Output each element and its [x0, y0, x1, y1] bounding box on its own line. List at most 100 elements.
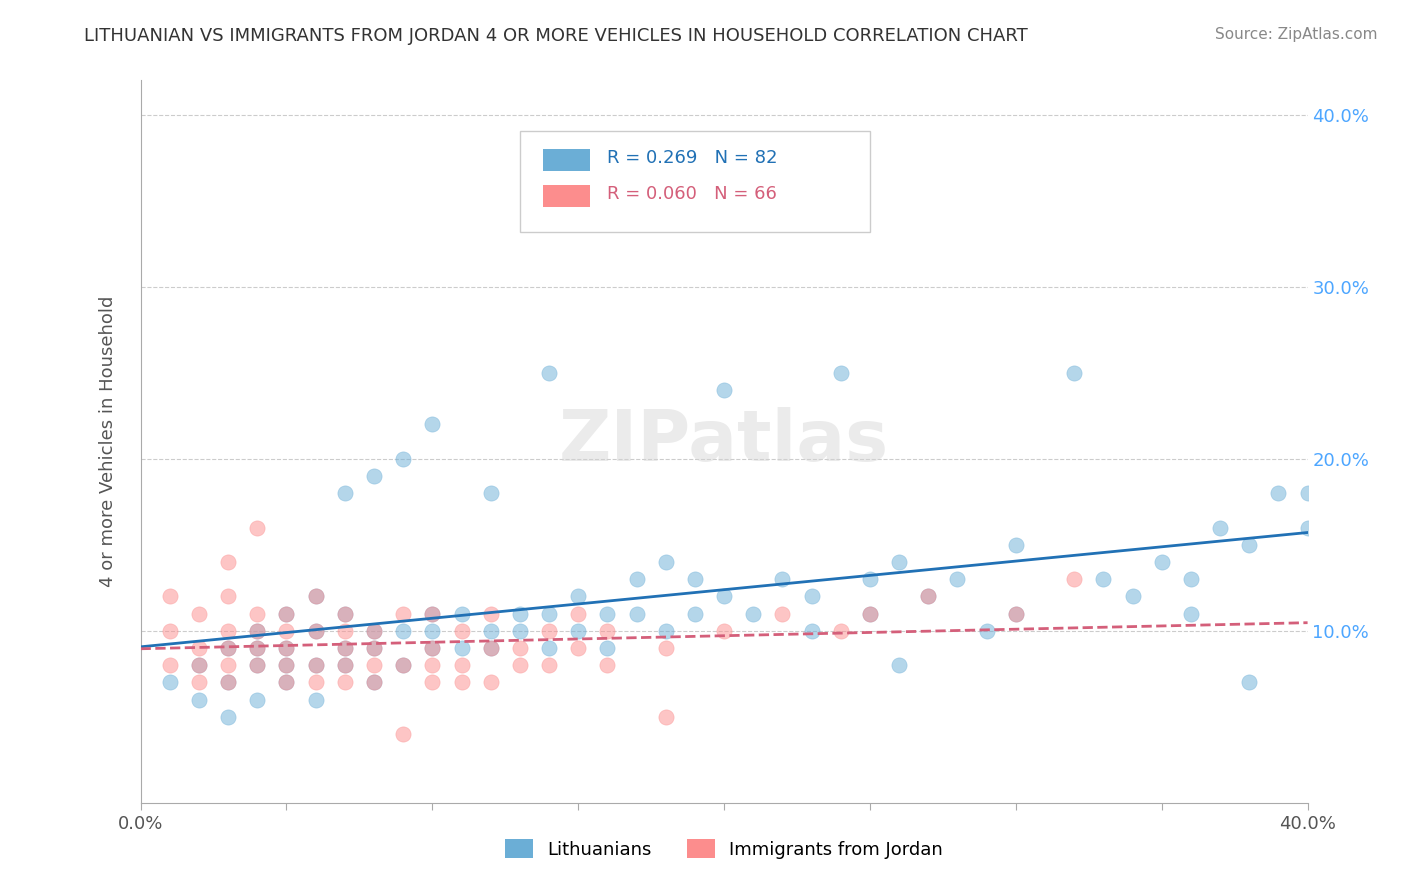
- Lithuanians: [276, 658, 298, 673]
- Text: R = 0.269   N = 82: R = 0.269 N = 82: [607, 149, 778, 168]
- Lithuanians: [333, 658, 356, 673]
- Immigrants from Jordan: [655, 710, 678, 724]
- Lithuanians: [305, 624, 328, 638]
- Lithuanians: [859, 572, 882, 586]
- FancyBboxPatch shape: [543, 185, 591, 207]
- Lithuanians: [1005, 538, 1028, 552]
- Immigrants from Jordan: [422, 658, 444, 673]
- Lithuanians: [305, 692, 328, 706]
- Lithuanians: [946, 572, 969, 586]
- Lithuanians: [800, 624, 823, 638]
- Immigrants from Jordan: [276, 675, 298, 690]
- Immigrants from Jordan: [479, 607, 502, 621]
- Lithuanians: [1005, 607, 1028, 621]
- Lithuanians: [450, 607, 472, 621]
- Immigrants from Jordan: [450, 658, 472, 673]
- Immigrants from Jordan: [363, 640, 385, 655]
- Immigrants from Jordan: [363, 675, 385, 690]
- Lithuanians: [742, 607, 765, 621]
- Lithuanians: [596, 607, 619, 621]
- Lithuanians: [363, 675, 385, 690]
- Text: R = 0.060   N = 66: R = 0.060 N = 66: [607, 186, 778, 203]
- Lithuanians: [363, 624, 385, 638]
- Lithuanians: [246, 640, 269, 655]
- Lithuanians: [772, 572, 794, 586]
- Lithuanians: [217, 710, 239, 724]
- Lithuanians: [683, 572, 706, 586]
- Immigrants from Jordan: [859, 607, 882, 621]
- Lithuanians: [246, 624, 269, 638]
- Lithuanians: [276, 607, 298, 621]
- Immigrants from Jordan: [509, 658, 531, 673]
- Lithuanians: [422, 417, 444, 432]
- Immigrants from Jordan: [596, 624, 619, 638]
- Lithuanians: [509, 624, 531, 638]
- Immigrants from Jordan: [655, 640, 678, 655]
- Lithuanians: [422, 607, 444, 621]
- Lithuanians: [1150, 555, 1173, 569]
- FancyBboxPatch shape: [520, 131, 870, 232]
- Lithuanians: [626, 572, 648, 586]
- Immigrants from Jordan: [479, 675, 502, 690]
- Immigrants from Jordan: [188, 658, 211, 673]
- Immigrants from Jordan: [363, 624, 385, 638]
- Lithuanians: [217, 675, 239, 690]
- Immigrants from Jordan: [276, 640, 298, 655]
- Immigrants from Jordan: [246, 520, 269, 534]
- Lithuanians: [305, 590, 328, 604]
- Lithuanians: [188, 658, 211, 673]
- Lithuanians: [538, 366, 561, 380]
- Immigrants from Jordan: [917, 590, 939, 604]
- Immigrants from Jordan: [246, 624, 269, 638]
- Text: LITHUANIAN VS IMMIGRANTS FROM JORDAN 4 OR MORE VEHICLES IN HOUSEHOLD CORRELATION: LITHUANIAN VS IMMIGRANTS FROM JORDAN 4 O…: [84, 27, 1028, 45]
- Immigrants from Jordan: [159, 590, 181, 604]
- Lithuanians: [917, 590, 939, 604]
- Immigrants from Jordan: [1063, 572, 1085, 586]
- Immigrants from Jordan: [479, 640, 502, 655]
- Immigrants from Jordan: [276, 607, 298, 621]
- Lithuanians: [1092, 572, 1115, 586]
- Legend: Lithuanians, Immigrants from Jordan: Lithuanians, Immigrants from Jordan: [498, 832, 950, 866]
- Y-axis label: 4 or more Vehicles in Household: 4 or more Vehicles in Household: [98, 296, 117, 587]
- Lithuanians: [567, 624, 589, 638]
- Immigrants from Jordan: [217, 590, 239, 604]
- Lithuanians: [392, 624, 415, 638]
- Immigrants from Jordan: [596, 658, 619, 673]
- Lithuanians: [1122, 590, 1144, 604]
- Lithuanians: [305, 658, 328, 673]
- Lithuanians: [333, 486, 356, 500]
- Immigrants from Jordan: [392, 607, 415, 621]
- Lithuanians: [246, 658, 269, 673]
- Lithuanians: [479, 624, 502, 638]
- Lithuanians: [567, 590, 589, 604]
- Immigrants from Jordan: [188, 640, 211, 655]
- Immigrants from Jordan: [159, 658, 181, 673]
- Immigrants from Jordan: [305, 590, 328, 604]
- Lithuanians: [246, 692, 269, 706]
- Immigrants from Jordan: [333, 675, 356, 690]
- Lithuanians: [188, 692, 211, 706]
- Immigrants from Jordan: [246, 607, 269, 621]
- Lithuanians: [1180, 607, 1202, 621]
- Lithuanians: [713, 590, 735, 604]
- Immigrants from Jordan: [363, 658, 385, 673]
- Lithuanians: [626, 607, 648, 621]
- Lithuanians: [392, 658, 415, 673]
- Immigrants from Jordan: [217, 675, 239, 690]
- Lithuanians: [509, 607, 531, 621]
- Lithuanians: [655, 624, 678, 638]
- Immigrants from Jordan: [830, 624, 852, 638]
- Immigrants from Jordan: [305, 658, 328, 673]
- Lithuanians: [422, 624, 444, 638]
- Lithuanians: [976, 624, 998, 638]
- Immigrants from Jordan: [538, 658, 561, 673]
- Lithuanians: [422, 640, 444, 655]
- Immigrants from Jordan: [392, 658, 415, 673]
- Lithuanians: [889, 658, 911, 673]
- Immigrants from Jordan: [509, 640, 531, 655]
- Immigrants from Jordan: [450, 675, 472, 690]
- Immigrants from Jordan: [188, 607, 211, 621]
- Lithuanians: [1209, 520, 1232, 534]
- Lithuanians: [333, 607, 356, 621]
- Immigrants from Jordan: [422, 640, 444, 655]
